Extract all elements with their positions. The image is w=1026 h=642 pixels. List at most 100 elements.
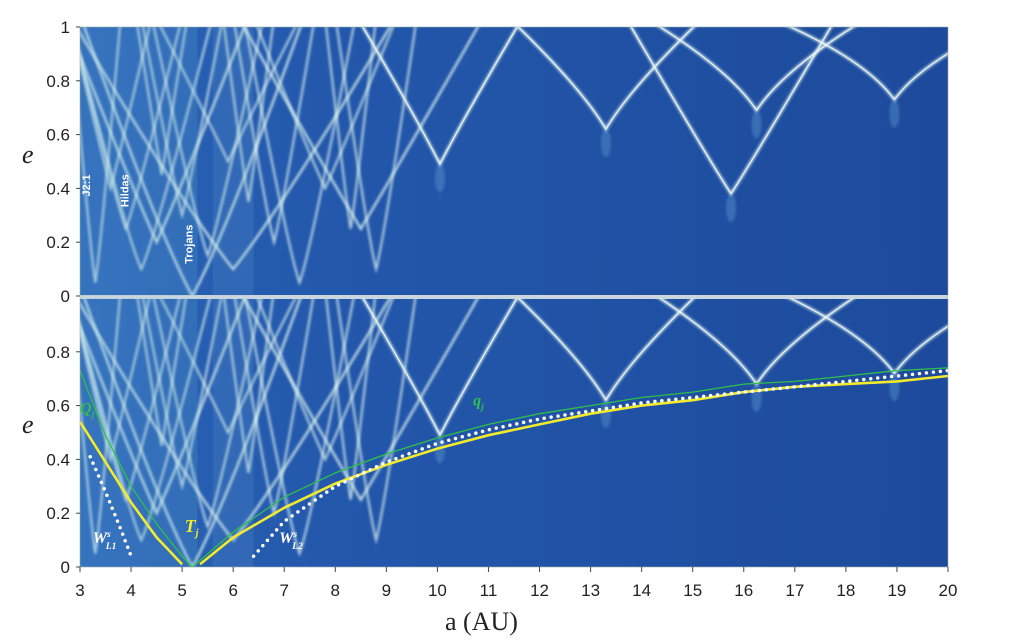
x-tick-label: 8 [331,581,340,600]
cusp-glow [434,164,445,193]
y-tick-label: 0.6 [46,126,70,145]
w-boundary-dotted-curve [251,368,948,558]
resonance-arch-core [517,27,695,131]
q-j-label: qj [473,393,484,413]
broad-arch [80,298,246,517]
cusp-glow [726,193,736,222]
x-tick-label: 3 [75,581,84,600]
perihelion-curve [191,367,948,567]
cusp-glow [751,384,762,413]
chaotic-region [212,27,254,296]
inner-arch [256,27,395,192]
resonance-arch-core [789,27,948,101]
x-tick-label: 10 [428,581,447,600]
x-tick-label: 4 [126,581,135,600]
aphelion-curve [80,370,193,567]
inner-arch [244,298,355,557]
chaotic-region [80,298,198,567]
bottom-heatmap-panel: qj Qj Tj Ws L1 Ws L2 [80,298,948,567]
W-L1-label: Ws L1 [93,529,117,552]
cusp-glow [600,400,611,429]
inner-arch [244,27,355,286]
inner-arch [335,298,417,545]
panel-divider [80,295,948,299]
resonance-arch-core [788,298,948,375]
y-tick-label: 0.4 [46,450,70,469]
cusp-glow [600,129,611,158]
chaotic-region [212,298,254,567]
inner-arch [80,298,181,503]
x-tick-label: 11 [480,581,498,600]
x-tick-label: 6 [228,581,237,600]
inner-arch [136,298,187,447]
inner-arch [80,298,212,543]
y-tick-label: 0.4 [46,179,70,198]
y-tick-label: 0.2 [46,233,70,252]
x-tick-label: 15 [683,581,702,600]
broad-arch [82,298,302,567]
y-tick-label: 1 [61,18,70,37]
annotation-label: Trojans [183,225,195,264]
inner-arch [325,27,377,229]
inner-arch [223,27,274,203]
broad-arch [242,298,480,503]
x-tick-label: 14 [632,581,651,600]
T-j-label: Tj [185,516,200,539]
cusp-glow [751,110,762,139]
inner-arch [80,27,181,232]
resonance-arch-core [362,27,518,166]
broad-arch [82,27,302,296]
top-panel-background [80,27,948,296]
bottom-panel-background [80,298,948,567]
inner-arch [142,27,223,220]
broad-arch [242,27,480,232]
inner-arch [80,298,151,464]
top-panel-frame [79,26,949,297]
inner-arch [325,298,377,500]
tj-curve [199,374,948,566]
inner-arch [136,27,187,176]
tj-curve [80,421,184,566]
x-tick-label: 18 [836,581,855,600]
inner-arch [223,298,274,474]
x-tick-label: 12 [530,581,549,600]
x-tick-label: 13 [581,581,600,600]
broad-arch [80,27,246,246]
inner-arch [335,27,417,274]
x-tick-label: 17 [785,581,804,600]
y-tick-label: 0.2 [46,504,70,523]
x-tick-label: 20 [939,581,958,600]
inner-arch [159,298,297,436]
x-tick-label: 9 [382,581,391,600]
inner-arch [80,27,151,193]
inner-arch [159,27,297,165]
bottom-panel-frame [79,297,949,568]
inner-arch [256,298,395,463]
inner-arch [80,27,212,272]
top-y-axis-label: e [22,140,34,169]
y-tick-label: 0.8 [46,343,70,362]
top-heatmap-panel: J2:1 Hildas Trojans [80,27,948,296]
broad-arch [80,27,392,272]
x-tick-label: 19 [887,581,906,600]
inner-arch [80,27,121,283]
x-tick-label: 7 [280,581,289,600]
broad-arch [80,298,392,543]
inner-arch [80,298,121,554]
y-tick-label: 0.8 [46,72,70,91]
y-tick-label: 0.6 [46,397,70,416]
y-tick-label: 0 [61,558,70,577]
resonance-arch-core [658,298,855,385]
W-L2-label: Ws L2 [279,529,303,552]
resonance-arch-core [362,298,518,437]
inner-arch [142,298,223,491]
resonance-arch-core [659,27,854,112]
Q-j-label: Qj [80,401,95,421]
annotation-label: J2:1 [81,174,93,196]
y-tick-label: 0 [61,287,70,306]
chaotic-region [80,27,198,296]
bottom-y-axis-label: e [22,410,34,439]
cusp-glow [889,99,900,128]
